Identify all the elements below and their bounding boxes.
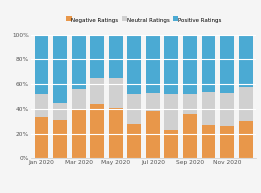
Bar — [90, 104, 104, 158]
Bar — [183, 114, 197, 158]
Bar — [90, 35, 104, 78]
Bar — [127, 35, 141, 94]
Bar — [34, 35, 49, 94]
Bar — [72, 89, 86, 109]
Bar — [146, 93, 160, 111]
Bar — [72, 35, 86, 89]
Bar — [164, 94, 178, 130]
Bar — [127, 94, 141, 124]
Bar — [183, 94, 197, 114]
Bar — [201, 125, 215, 158]
Bar — [53, 103, 67, 120]
Bar — [72, 109, 86, 158]
Bar — [201, 91, 215, 125]
Bar — [239, 87, 253, 121]
Bar — [34, 94, 49, 118]
Bar — [164, 35, 178, 94]
Bar — [146, 35, 160, 93]
Bar — [220, 126, 234, 158]
Legend: Negative Ratings, Neutral Ratings, Positive Ratings: Negative Ratings, Neutral Ratings, Posit… — [64, 15, 223, 25]
Bar — [146, 111, 160, 158]
Bar — [109, 78, 123, 108]
Bar — [53, 35, 67, 103]
Bar — [53, 120, 67, 158]
Bar — [127, 124, 141, 158]
Bar — [183, 35, 197, 94]
Bar — [239, 35, 253, 87]
Bar — [34, 118, 49, 158]
Bar — [220, 35, 234, 93]
Bar — [201, 35, 215, 91]
Bar — [220, 93, 234, 126]
Bar — [164, 130, 178, 158]
Bar — [239, 121, 253, 158]
Bar — [90, 78, 104, 104]
Bar — [109, 35, 123, 78]
Bar — [109, 108, 123, 158]
